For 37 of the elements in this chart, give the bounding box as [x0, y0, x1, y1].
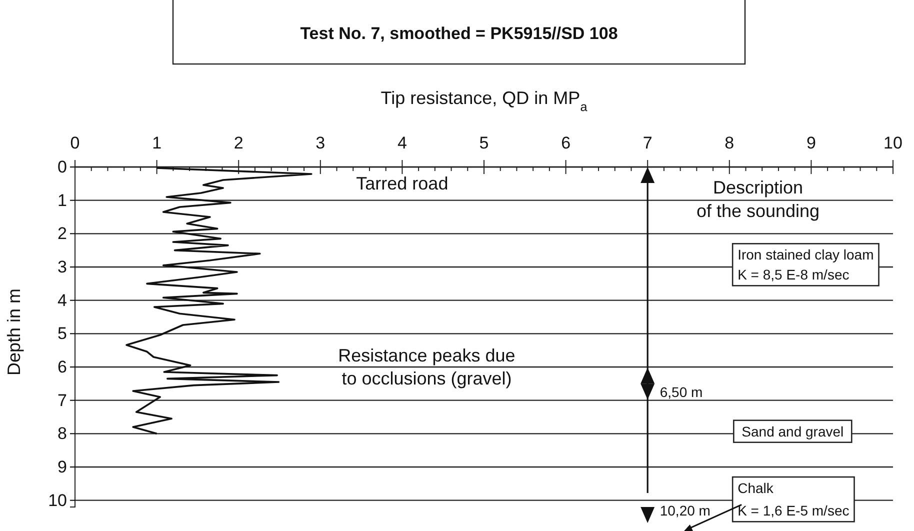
y-tick-label: 2 [58, 224, 67, 244]
annotation: Iron stained clay loam [738, 246, 874, 263]
x-tick-label: 0 [70, 134, 80, 153]
annotation: to occlusions (gravel) [342, 368, 512, 389]
x-tick-label: 10 [884, 134, 902, 153]
y-tick-label: 5 [58, 324, 67, 344]
chart-title: Test No. 7, smoothed = PK5915//SD 108 [300, 24, 618, 43]
x-tick-label: 6 [561, 134, 571, 153]
annotation: of the sounding [696, 201, 820, 221]
x-tick-label: 4 [397, 134, 407, 153]
annotation: Resistance peaks due [338, 345, 516, 366]
x-tick-label: 2 [234, 134, 244, 153]
x-tick-label: 1 [152, 134, 162, 153]
y-tick-label: 9 [58, 457, 67, 476]
x-axis-title: Tip resistance, QD in MP$_{a}$ [380, 88, 588, 114]
y-tick-label: 6 [58, 357, 67, 376]
y-tick-label: 7 [58, 390, 67, 410]
annotation: K = 1,6 E-5 m/sec [738, 502, 850, 519]
x-tick-label: 5 [479, 134, 489, 153]
x-tick-label: 7 [642, 134, 652, 153]
y-tick-label: 3 [58, 257, 67, 276]
x-tick-label: 8 [724, 134, 734, 153]
y-tick-label: 10 [48, 490, 67, 510]
annotation: Chalk [738, 480, 774, 496]
annotation: Description [713, 178, 804, 198]
x-tick-label: 3 [316, 134, 326, 153]
annotation: 6,50 m [660, 384, 703, 400]
y-tick-label: 8 [58, 424, 67, 444]
annotation: Sand and gravel [742, 423, 844, 440]
annotation: Tarred road [356, 174, 448, 194]
y-axis-title: Depth in m [4, 288, 24, 376]
y-tick-label: 1 [58, 190, 67, 210]
y-tick-label: 0 [58, 157, 67, 176]
annotation: K = 8,5 E-8 m/sec [738, 266, 850, 283]
annotation: 10,20 m [660, 502, 710, 519]
y-tick-label: 4 [58, 290, 67, 310]
x-tick-label: 9 [806, 134, 816, 153]
